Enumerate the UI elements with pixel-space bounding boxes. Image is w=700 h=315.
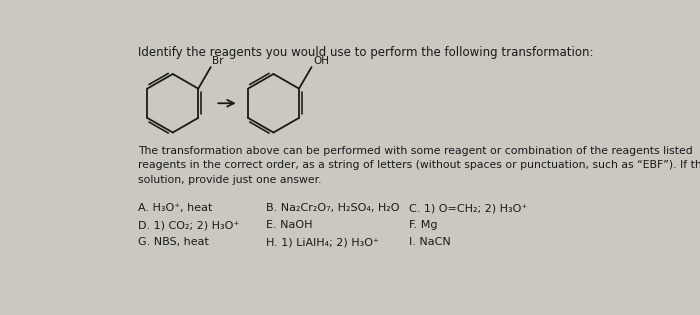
Text: H. 1) LiAlH₄; 2) H₃O⁺: H. 1) LiAlH₄; 2) H₃O⁺ <box>266 237 379 247</box>
Text: I. NaCN: I. NaCN <box>409 237 451 247</box>
Text: E. NaOH: E. NaOH <box>266 220 312 230</box>
Text: D. 1) CO₂; 2) H₃O⁺: D. 1) CO₂; 2) H₃O⁺ <box>138 220 239 230</box>
Text: B. Na₂Cr₂O₇, H₂SO₄, H₂O: B. Na₂Cr₂O₇, H₂SO₄, H₂O <box>266 203 399 213</box>
Text: G. NBS, heat: G. NBS, heat <box>138 237 209 247</box>
Text: OH: OH <box>313 56 329 66</box>
Text: Identify the reagents you would use to perform the following transformation:: Identify the reagents you would use to p… <box>138 45 594 59</box>
Text: A. H₃O⁺, heat: A. H₃O⁺, heat <box>138 203 212 213</box>
Text: Br: Br <box>212 56 224 66</box>
Text: The transformation above can be performed with some reagent or combination of th: The transformation above can be performe… <box>138 146 700 185</box>
Text: F. Mg: F. Mg <box>409 220 438 230</box>
Text: C. 1) O=CH₂; 2) H₃O⁺: C. 1) O=CH₂; 2) H₃O⁺ <box>409 203 527 213</box>
